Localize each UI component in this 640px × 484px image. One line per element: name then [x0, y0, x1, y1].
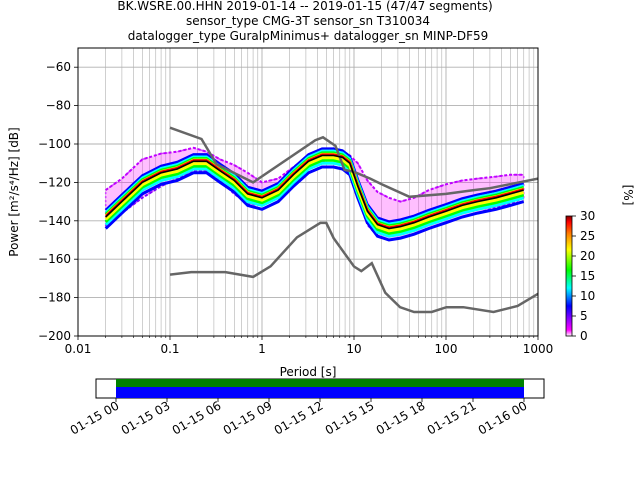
- timeline-tick-label: 01-15 21: [425, 398, 479, 437]
- colorbar-tick-label: 25: [580, 229, 595, 243]
- x-tick-label: 1: [258, 342, 266, 356]
- grid: [77, 48, 538, 337]
- x-tick-label: 1000: [523, 342, 554, 356]
- header-line-3: datalogger_type GuralpMinimus+ datalogge…: [128, 29, 489, 43]
- timeline-data-bar: [116, 379, 524, 387]
- psd-plot: 0.01 0.1 1 10 100 1000 −200 −180 −160 −140 −120 −1…: [7, 47, 554, 379]
- psd-density-band: [104, 165, 525, 242]
- noise-models: [169, 126, 538, 314]
- colorbar-tick-label: 30: [580, 209, 595, 223]
- timeline-tick-label: 01-15 15: [323, 398, 377, 437]
- colorbar-tick-label: 15: [580, 269, 595, 283]
- psd-density-peak: [105, 153, 524, 229]
- x-tick-label: 0.01: [65, 342, 92, 356]
- colorbar-gradient: [565, 215, 573, 337]
- x-axis-ticks: 0.01 0.1 1 10 100 1000: [65, 336, 554, 356]
- x-tick-label: 0.1: [160, 342, 179, 356]
- psd-density-band: [104, 151, 525, 227]
- y-tick-label: −140: [38, 214, 71, 228]
- nhnm-curve: [169, 126, 538, 199]
- psd-density-band: [104, 156, 525, 233]
- y-tick-label: −80: [46, 99, 71, 113]
- colorbar-label: [%]: [621, 185, 635, 206]
- y-axis-label: Power [m²/s⁴/Hz] [dB]: [7, 127, 21, 256]
- timeline-tick-label: 01-15 06: [170, 398, 224, 437]
- timeline-tick-label: 01-16 00: [476, 398, 530, 437]
- psd-density-band: [104, 158, 525, 235]
- mean-psd-curve: [105, 154, 524, 230]
- timeline-segment-bar: [116, 387, 524, 398]
- colorbar-tick-label: 20: [580, 249, 595, 263]
- header-line-1: BK.WSRE.00.HHN 2019-01-14 -- 2019-01-15 …: [117, 0, 492, 13]
- y-tick-label: −120: [38, 175, 71, 189]
- timeline-tick-label: 01-15 12: [272, 398, 326, 437]
- colorbar-tick-label: 5: [580, 309, 588, 323]
- nlnm-curve: [169, 221, 538, 314]
- colorbar-ticks: 0 5 10 15 20 25 30: [572, 209, 595, 343]
- psd-density-band: [104, 161, 525, 238]
- mean-psd-line: [105, 154, 524, 230]
- plot-frame: [77, 47, 539, 337]
- colorbar: 0 5 10 15 20 25 30 [%]: [565, 185, 635, 343]
- timeline-tick-label: 01-15 09: [221, 398, 275, 437]
- timeline-tick-label: 01-15 00: [68, 398, 122, 437]
- psd-spread-edge: [105, 146, 524, 203]
- y-tick-label: −180: [38, 291, 71, 305]
- x-tick-label: 100: [435, 342, 458, 356]
- psd-spread: [104, 146, 525, 242]
- timeline-tick-label: 01-15 18: [374, 398, 428, 437]
- psd-density-band: [104, 149, 525, 226]
- x-tick-label: 10: [346, 342, 361, 356]
- y-tick-label: −60: [46, 60, 71, 74]
- header-line-2: sensor_type CMG-3T sensor_sn T310034: [186, 14, 430, 28]
- y-tick-label: −200: [38, 329, 71, 343]
- timeline-tick-label: 01-15 03: [119, 398, 173, 437]
- y-axis-ticks: −200 −180 −160 −140 −120 −100 −80 −60: [38, 60, 78, 343]
- y-tick-label: −100: [38, 137, 71, 151]
- colorbar-tick-label: 0: [580, 329, 588, 343]
- psd-density-band: [104, 147, 525, 223]
- x-axis-label: Period [s]: [280, 365, 337, 379]
- y-tick-label: −160: [38, 252, 71, 266]
- colorbar-tick-label: 10: [580, 289, 595, 303]
